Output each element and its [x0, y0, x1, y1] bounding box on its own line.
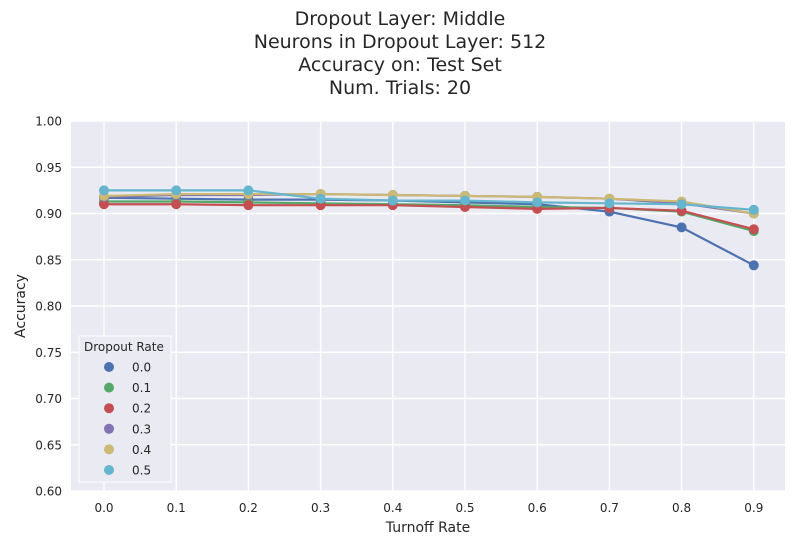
data-point: [532, 197, 543, 208]
legend-marker: [104, 403, 114, 414]
y-tick-label: 0.70: [35, 392, 62, 406]
x-tick-label: 0.5: [455, 501, 474, 515]
y-tick-label: 1.00: [35, 115, 62, 129]
data-point: [748, 224, 759, 235]
data-point: [748, 260, 759, 271]
data-point: [604, 198, 615, 209]
legend-label: 0.2: [132, 402, 151, 416]
legend-label: 0.3: [132, 422, 151, 436]
chart-title-line: Accuracy on: Test Set: [298, 54, 502, 76]
legend-marker: [104, 382, 114, 393]
x-tick-label: 0.7: [600, 501, 619, 515]
data-point: [99, 199, 109, 210]
data-point: [676, 199, 687, 210]
series-0.5: [99, 185, 759, 215]
x-tick-label: 0.8: [672, 501, 691, 515]
legend-marker: [104, 362, 114, 372]
data-point: [676, 222, 687, 233]
legend-label: 0.0: [132, 361, 151, 375]
x-axis-label: Turnoff Rate: [385, 520, 470, 536]
data-point: [99, 185, 109, 196]
x-tick-label: 0.6: [528, 501, 547, 515]
y-axis-label: Accuracy: [13, 274, 29, 338]
data-point: [243, 185, 254, 196]
chart-title-line: Dropout Layer: Middle: [295, 8, 506, 30]
data-point: [748, 204, 759, 215]
legend-title: Dropout Rate: [84, 340, 164, 354]
legend-marker: [104, 423, 114, 434]
legend-label: 0.5: [132, 464, 151, 478]
data-point: [460, 195, 470, 206]
y-tick-label: 0.80: [35, 300, 62, 314]
chart-title-line: Neurons in Dropout Layer: 512: [254, 31, 547, 53]
y-tick-label: 0.85: [35, 253, 62, 267]
chart-title-line: Num. Trials: 20: [329, 77, 471, 99]
y-tick-label: 0.75: [35, 346, 62, 360]
data-point: [243, 200, 254, 211]
y-tick-label: 0.90: [35, 207, 62, 221]
x-tick-label: 0.2: [239, 501, 258, 515]
legend-label: 0.1: [132, 381, 151, 395]
x-tick-label: 0.0: [94, 501, 113, 515]
data-point: [315, 193, 326, 204]
data-point: [171, 185, 182, 196]
y-tick-label: 0.65: [35, 438, 62, 452]
x-tick-label: 0.1: [167, 501, 186, 515]
legend-box: [78, 335, 172, 483]
x-tick-label: 0.9: [744, 501, 763, 515]
legend: Dropout Rate 0.0 0.1 0.2 0.3 0.4 0.5: [78, 335, 172, 483]
data-point: [171, 199, 182, 210]
series-line: [104, 189, 754, 211]
series-line: [104, 203, 755, 231]
legend-marker: [104, 465, 114, 475]
legend-marker: [104, 444, 114, 455]
y-tick-label: 0.60: [35, 485, 62, 499]
x-tick-label: 0.3: [311, 501, 330, 515]
series-line: [103, 192, 754, 215]
data-point: [387, 195, 398, 206]
y-tick-label: 0.95: [35, 161, 62, 175]
x-tick-label: 0.4: [383, 501, 402, 515]
legend-label: 0.4: [132, 443, 151, 457]
